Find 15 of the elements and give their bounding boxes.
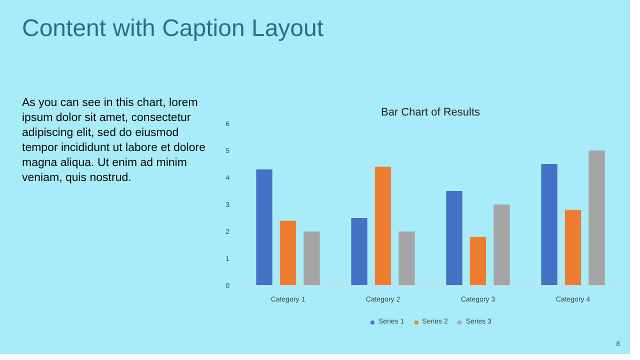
bar <box>564 210 582 286</box>
bar <box>541 164 558 286</box>
bar <box>588 150 605 286</box>
bar <box>351 218 368 286</box>
bar <box>280 220 296 286</box>
bar <box>470 236 486 286</box>
bar <box>374 166 392 286</box>
chart-title: Bar Chart of Results <box>380 106 481 118</box>
text: As you can see in this chart, lorem ipsum dolor sit amet, consectetur adipiscing elit, sed do eiusmod tempor incididunt ut labore et dolore magna aliqua. Ut enim ad minim veniam, quis nostrud. <box>22 96 206 186</box>
bar <box>446 191 462 286</box>
bar <box>256 169 272 286</box>
bar <box>494 204 510 286</box>
bar <box>304 232 320 286</box>
bar <box>398 232 415 286</box>
text: Content with Caption Layout <box>22 14 324 44</box>
